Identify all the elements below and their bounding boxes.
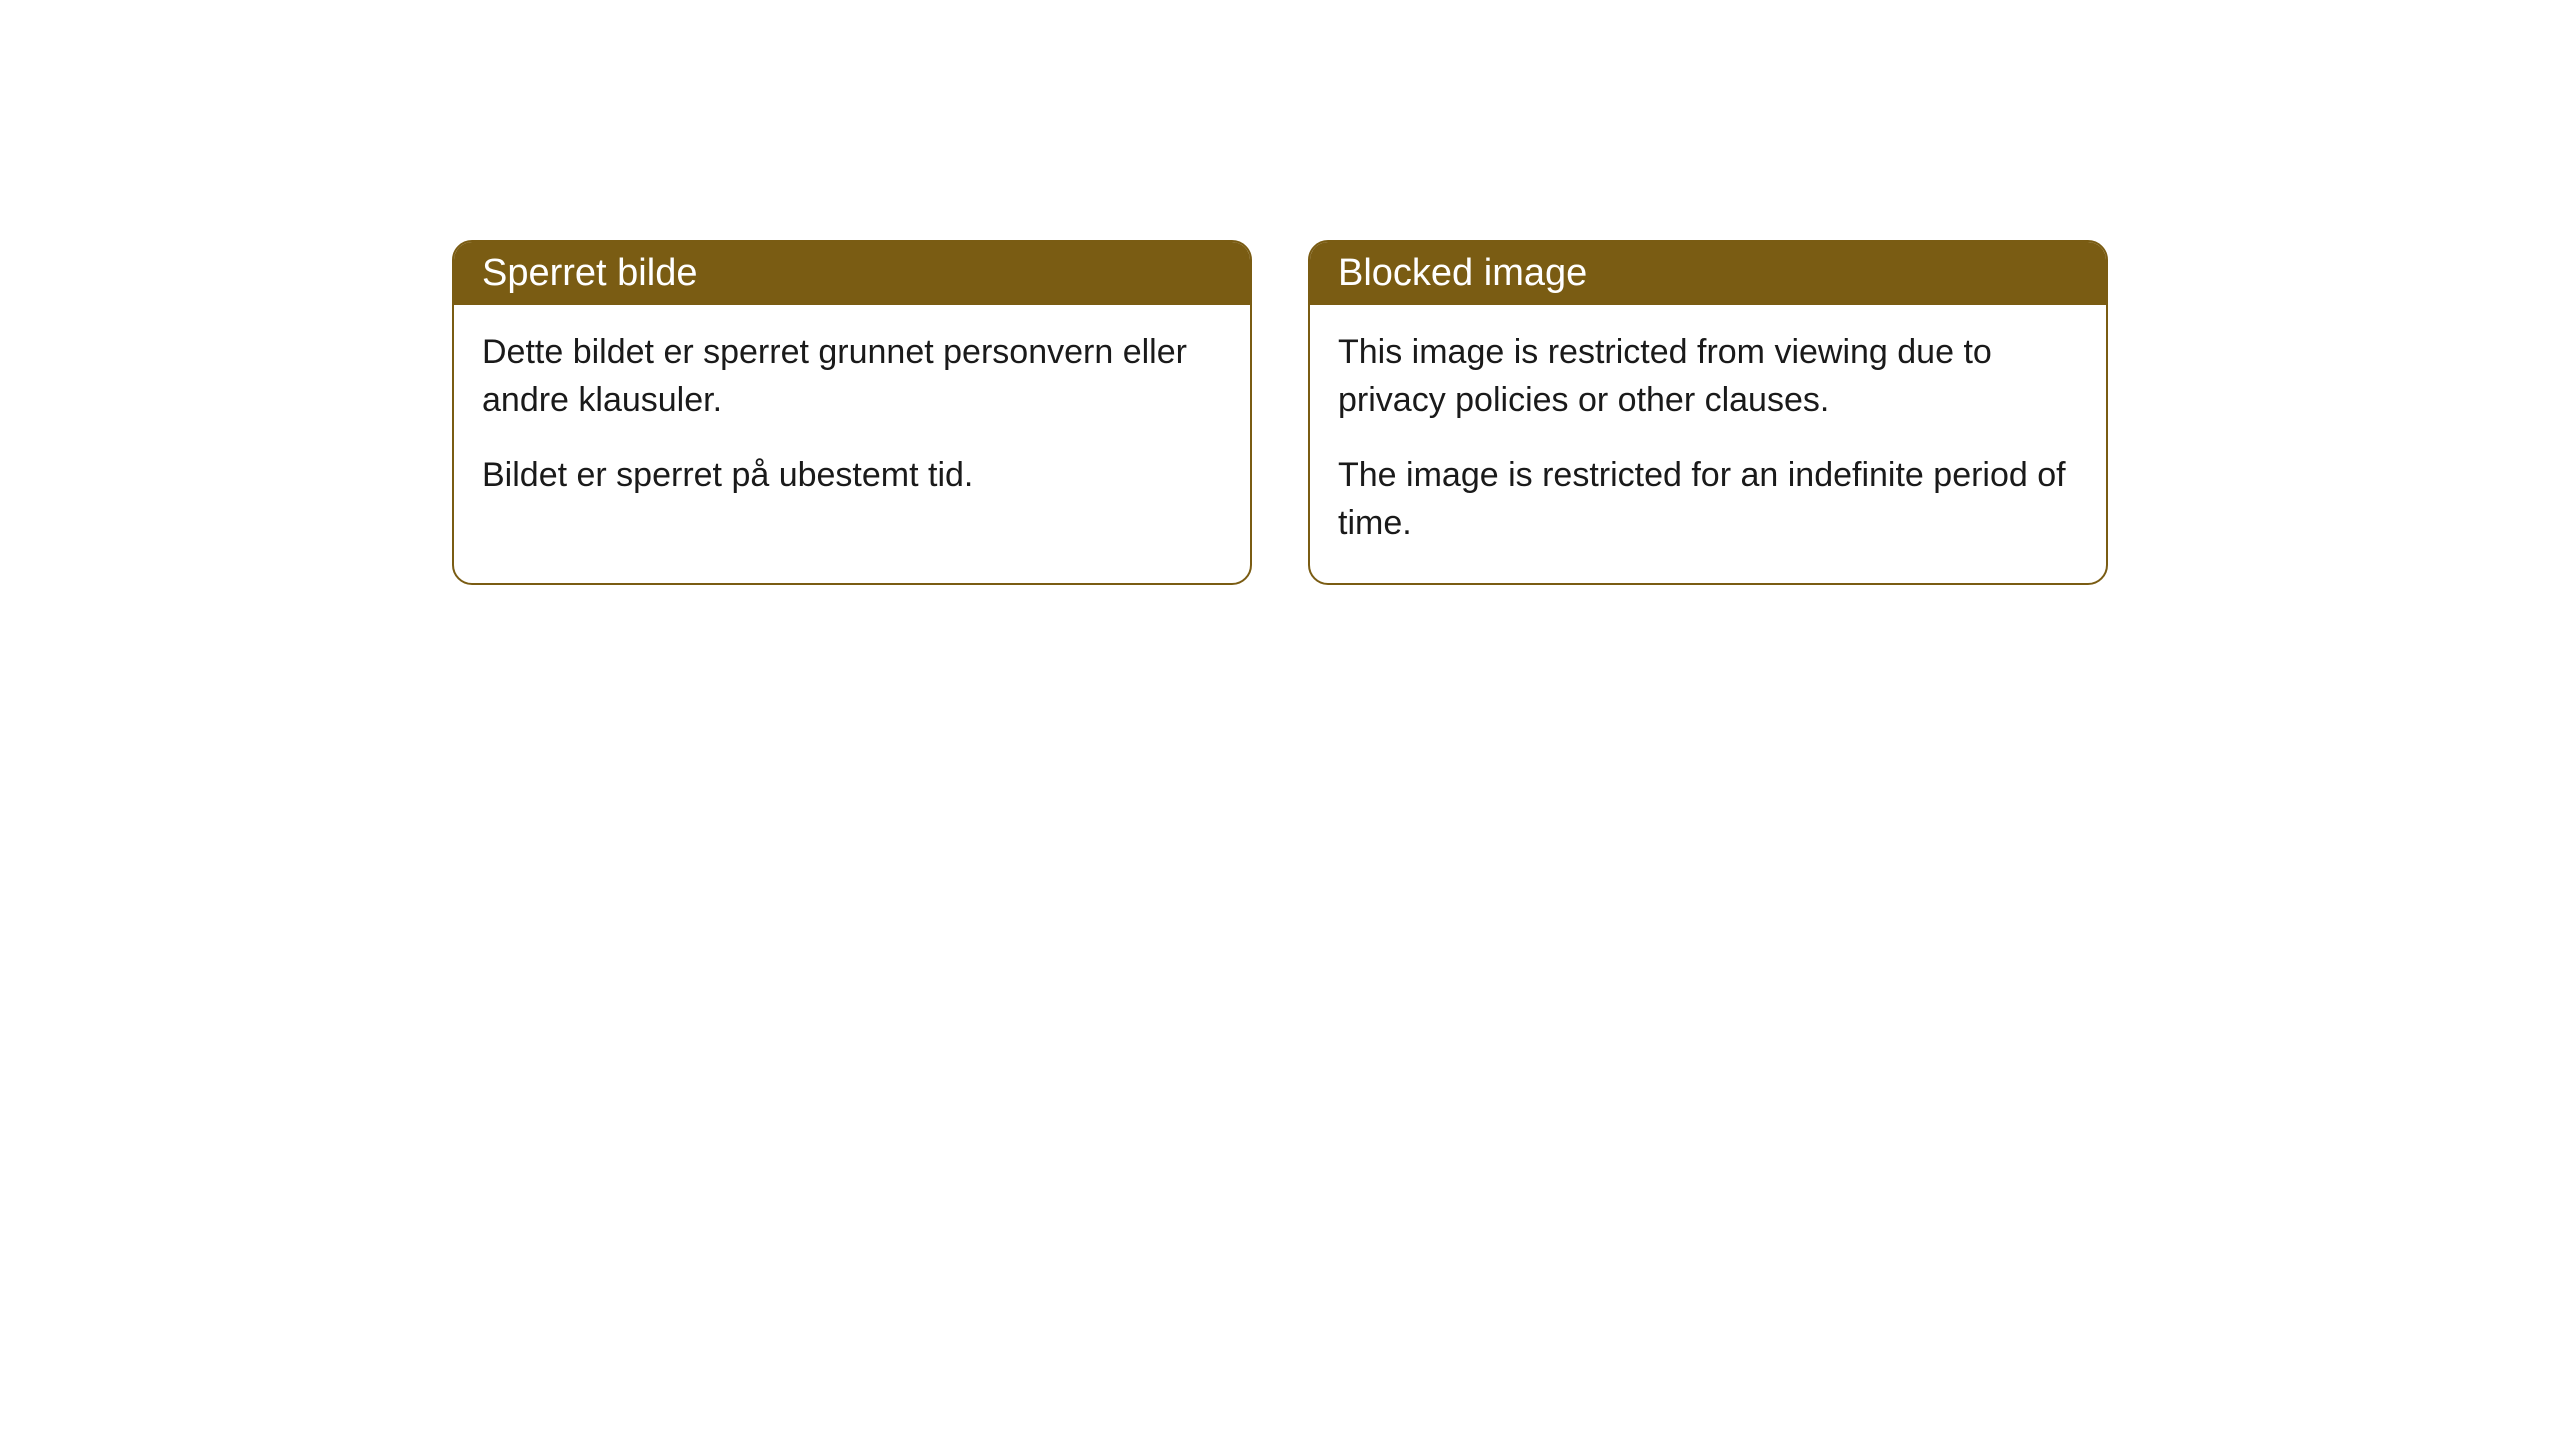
blocked-image-card-english: Blocked image This image is restricted f… <box>1308 240 2108 585</box>
card-paragraph-2: The image is restricted for an indefinit… <box>1338 452 2078 547</box>
card-body: Dette bildet er sperret grunnet personve… <box>454 305 1250 536</box>
card-header: Blocked image <box>1310 242 2106 305</box>
card-body: This image is restricted from viewing du… <box>1310 305 2106 583</box>
card-title: Blocked image <box>1338 252 1587 294</box>
card-paragraph-2: Bildet er sperret på ubestemt tid. <box>482 452 1222 500</box>
card-title: Sperret bilde <box>482 252 697 294</box>
blocked-image-card-norwegian: Sperret bilde Dette bildet er sperret gr… <box>452 240 1252 585</box>
card-paragraph-1: This image is restricted from viewing du… <box>1338 329 2078 424</box>
card-paragraph-1: Dette bildet er sperret grunnet personve… <box>482 329 1222 424</box>
card-header: Sperret bilde <box>454 242 1250 305</box>
cards-container: Sperret bilde Dette bildet er sperret gr… <box>0 240 2560 585</box>
